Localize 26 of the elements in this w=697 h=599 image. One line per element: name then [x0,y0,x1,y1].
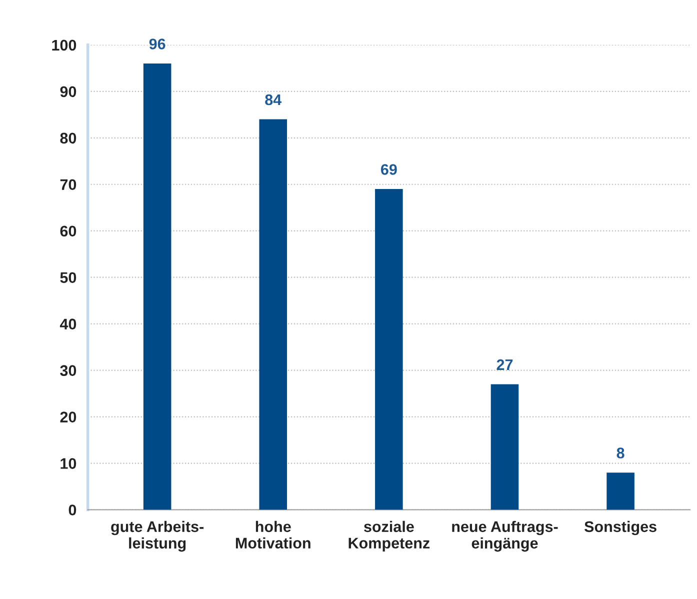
bar [375,189,403,510]
data-label: 96 [149,38,166,50]
y-tick-label: 0 [68,504,76,516]
x-tick-label: hohe Motivation [236,520,310,549]
x-tick-label: soziale Kompetenz [348,520,430,552]
x-tick-label: neue Auftrags- eingänge [452,520,558,552]
y-tick-label: 60 [60,226,76,237]
data-label: 27 [496,359,513,370]
y-tick-label: 30 [60,365,76,376]
y-tick-label: 70 [60,179,76,190]
bar [143,64,172,510]
y-tick-label: 100 [52,40,76,51]
bar [606,472,634,510]
y-tick-label: 40 [60,318,76,330]
bar [259,119,288,510]
y-tick-label: 20 [60,412,76,422]
data-label: 84 [265,94,282,106]
y-tick-label: 10 [60,458,76,469]
bar [490,384,519,510]
y-tick-label: 90 [60,86,76,98]
y-tick-label: 50 [60,272,76,284]
x-tick-label: gute Arbeits- leistung [111,520,204,552]
x-tick-label: Sonstiges [584,520,656,536]
y-tick-label: 80 [60,132,76,144]
data-label: 69 [380,164,397,175]
data-label: 8 [616,448,624,458]
